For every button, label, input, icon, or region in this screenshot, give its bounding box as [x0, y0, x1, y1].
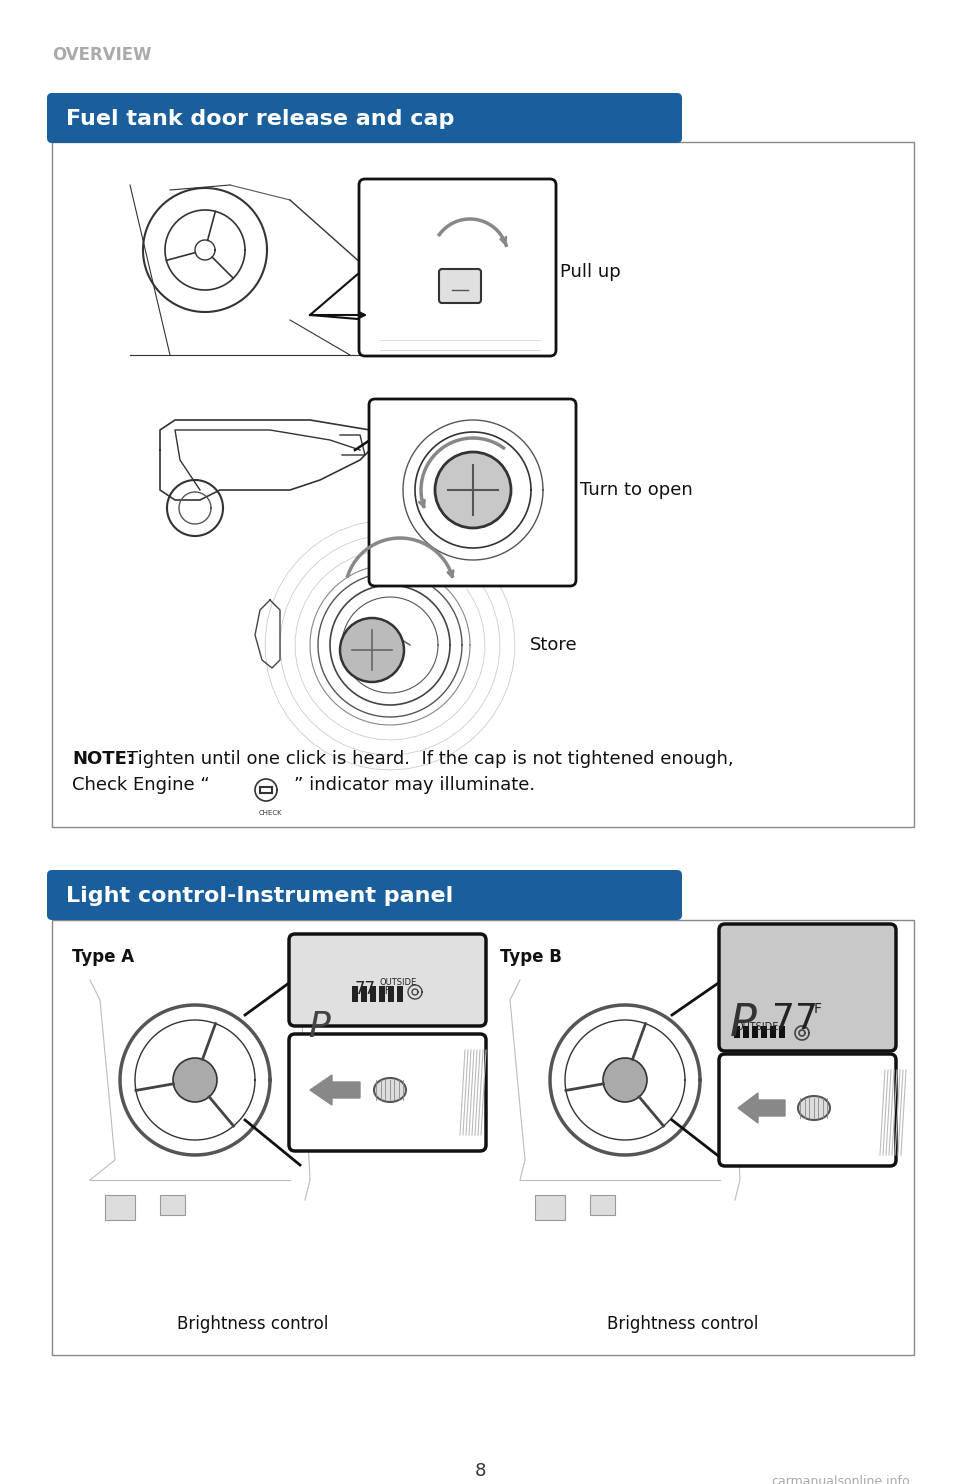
FancyBboxPatch shape: [289, 933, 486, 1025]
Text: NOTE:: NOTE:: [72, 749, 134, 769]
Text: Turn to open: Turn to open: [580, 481, 693, 499]
Ellipse shape: [798, 1097, 830, 1120]
Text: OUTSIDE: OUTSIDE: [380, 978, 418, 987]
Bar: [370, 985, 376, 1002]
Polygon shape: [310, 1074, 360, 1106]
Text: Brightness control: Brightness control: [608, 1315, 758, 1333]
Bar: [743, 1025, 749, 1037]
Circle shape: [435, 453, 511, 528]
Polygon shape: [738, 1094, 785, 1123]
Text: CHECK: CHECK: [259, 810, 282, 816]
Bar: [352, 985, 358, 1002]
FancyBboxPatch shape: [719, 925, 896, 1051]
Bar: [52, 142, 914, 827]
Text: OVERVIEW: OVERVIEW: [52, 46, 152, 64]
Bar: [52, 920, 914, 1355]
Text: Type B: Type B: [500, 948, 562, 966]
Bar: [397, 985, 403, 1002]
Text: 77: 77: [355, 979, 376, 999]
Circle shape: [603, 1058, 647, 1103]
Ellipse shape: [374, 1077, 406, 1103]
Bar: [734, 1025, 740, 1037]
Text: Store: Store: [530, 637, 578, 654]
Text: carmanualsonline.info: carmanualsonline.info: [772, 1475, 910, 1484]
Text: P: P: [730, 1002, 756, 1045]
FancyBboxPatch shape: [369, 399, 576, 586]
Text: °F: °F: [808, 1002, 823, 1017]
Text: Brightness control: Brightness control: [178, 1315, 328, 1333]
Text: ” indicator may illuminate.: ” indicator may illuminate.: [294, 776, 535, 794]
Bar: [779, 1025, 785, 1037]
Text: 8: 8: [474, 1462, 486, 1480]
Circle shape: [340, 617, 404, 683]
Text: °F: °F: [380, 985, 391, 996]
Bar: [590, 1195, 615, 1215]
FancyBboxPatch shape: [47, 870, 682, 920]
Text: OUTSIDE: OUTSIDE: [735, 1022, 779, 1031]
FancyBboxPatch shape: [289, 1034, 486, 1152]
Bar: [761, 1025, 767, 1037]
Bar: [379, 985, 385, 1002]
Text: Fuel tank door release and cap: Fuel tank door release and cap: [66, 108, 454, 129]
Bar: [388, 985, 394, 1002]
Text: Check Engine “: Check Engine “: [72, 776, 209, 794]
Text: Tighten until one click is heard.  If the cap is not tightened enough,: Tighten until one click is heard. If the…: [127, 749, 733, 769]
Text: Light control-Instrument panel: Light control-Instrument panel: [66, 886, 453, 907]
FancyBboxPatch shape: [719, 1054, 896, 1166]
Bar: [361, 985, 367, 1002]
Bar: [770, 1025, 776, 1037]
Text: P: P: [308, 1011, 329, 1045]
FancyBboxPatch shape: [47, 93, 682, 142]
Bar: [105, 1195, 135, 1220]
Text: Type A: Type A: [72, 948, 134, 966]
Bar: [752, 1025, 758, 1037]
Bar: [535, 1195, 565, 1220]
Text: 77: 77: [772, 1002, 818, 1036]
FancyBboxPatch shape: [359, 180, 556, 356]
FancyBboxPatch shape: [439, 269, 481, 303]
Text: Pull up: Pull up: [560, 263, 621, 280]
Bar: [160, 1195, 185, 1215]
Circle shape: [173, 1058, 217, 1103]
